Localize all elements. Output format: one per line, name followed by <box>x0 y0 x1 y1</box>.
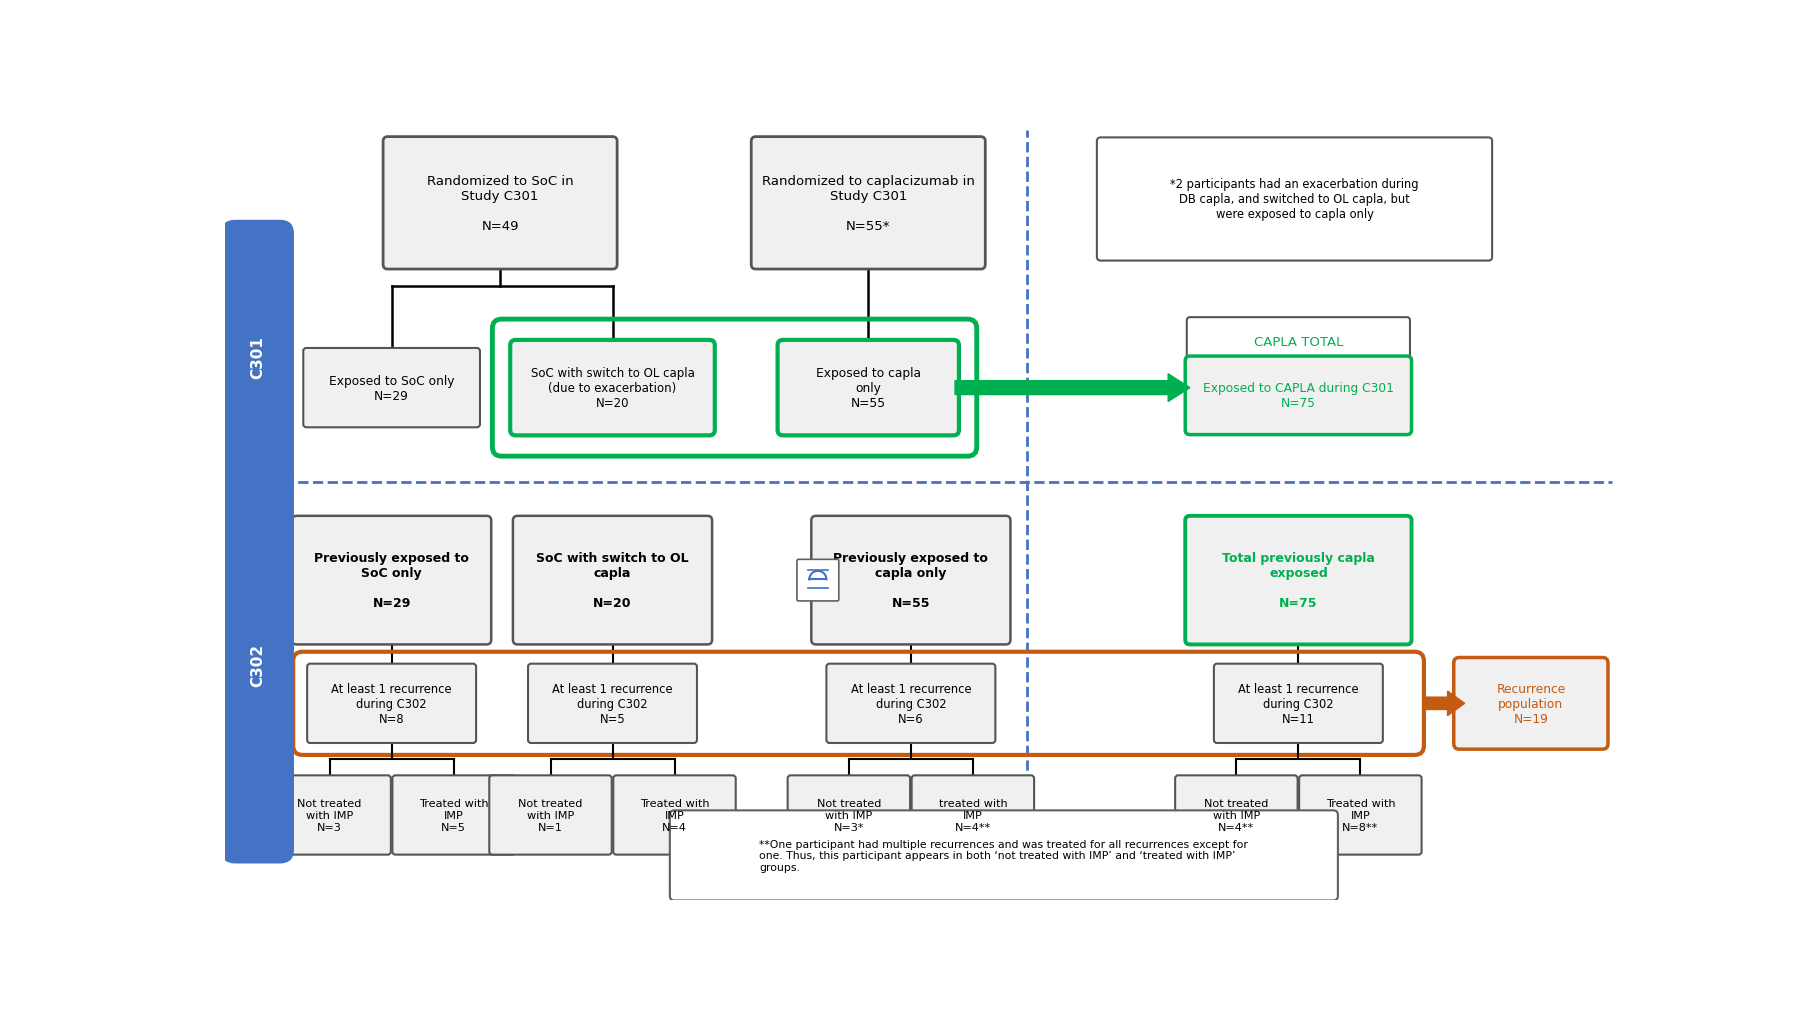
Text: Randomized to caplacizumab in
Study C301

N=55*: Randomized to caplacizumab in Study C301… <box>761 175 974 233</box>
FancyBboxPatch shape <box>614 775 736 854</box>
FancyBboxPatch shape <box>302 349 481 428</box>
FancyArrow shape <box>1424 692 1465 716</box>
FancyBboxPatch shape <box>826 664 995 743</box>
FancyBboxPatch shape <box>1096 139 1492 261</box>
FancyBboxPatch shape <box>221 467 293 863</box>
FancyBboxPatch shape <box>527 664 697 743</box>
FancyBboxPatch shape <box>490 775 612 854</box>
Text: Total previously capla
exposed

N=75: Total previously capla exposed N=75 <box>1222 552 1375 610</box>
Text: Not treated
with IMP
N=3*: Not treated with IMP N=3* <box>817 799 880 832</box>
FancyBboxPatch shape <box>1186 317 1409 366</box>
Text: Not treated
with IMP
N=3: Not treated with IMP N=3 <box>297 799 362 832</box>
FancyBboxPatch shape <box>221 220 293 494</box>
FancyBboxPatch shape <box>1454 658 1607 749</box>
Text: Previously exposed to
capla only

N=55: Previously exposed to capla only N=55 <box>833 552 988 610</box>
FancyBboxPatch shape <box>292 517 491 645</box>
Text: Treated with
IMP
N=4: Treated with IMP N=4 <box>639 799 709 832</box>
FancyBboxPatch shape <box>1175 775 1298 854</box>
Text: Recurrence
population
N=19: Recurrence population N=19 <box>1496 682 1566 725</box>
FancyBboxPatch shape <box>670 811 1337 901</box>
FancyBboxPatch shape <box>751 137 985 270</box>
Text: Not treated
with IMP
N=4**: Not treated with IMP N=4** <box>1204 799 1269 832</box>
FancyBboxPatch shape <box>788 775 911 854</box>
FancyBboxPatch shape <box>1184 357 1411 435</box>
Text: Not treated
with IMP
N=1: Not treated with IMP N=1 <box>518 799 583 832</box>
FancyBboxPatch shape <box>797 560 839 602</box>
FancyBboxPatch shape <box>911 775 1035 854</box>
Text: Randomized to SoC in
Study C301

N=49: Randomized to SoC in Study C301 N=49 <box>427 175 574 233</box>
Text: *2 participants had an exacerbation during
DB capla, and switched to OL capla, b: *2 participants had an exacerbation duri… <box>1170 178 1418 221</box>
FancyBboxPatch shape <box>392 775 515 854</box>
FancyBboxPatch shape <box>268 775 391 854</box>
Text: CAPLA TOTAL: CAPLA TOTAL <box>1253 336 1343 349</box>
Text: Exposed to capla
only
N=55: Exposed to capla only N=55 <box>815 367 922 409</box>
Text: At least 1 recurrence
during C302
N=8: At least 1 recurrence during C302 N=8 <box>331 682 452 725</box>
Text: At least 1 recurrence
during C302
N=6: At least 1 recurrence during C302 N=6 <box>851 682 972 725</box>
FancyBboxPatch shape <box>812 517 1010 645</box>
Text: SoC with switch to OL capla
(due to exacerbation)
N=20: SoC with switch to OL capla (due to exac… <box>531 367 695 409</box>
FancyBboxPatch shape <box>383 137 617 270</box>
FancyBboxPatch shape <box>308 664 475 743</box>
Text: At least 1 recurrence
during C302
N=5: At least 1 recurrence during C302 N=5 <box>553 682 673 725</box>
Text: C302: C302 <box>250 644 265 686</box>
Text: **One participant had multiple recurrences and was treated for all recurrences e: **One participant had multiple recurrenc… <box>760 839 1249 872</box>
FancyBboxPatch shape <box>509 341 715 436</box>
Text: Previously exposed to
SoC only

N=29: Previously exposed to SoC only N=29 <box>315 552 470 610</box>
Text: Treated with
IMP
N=8**: Treated with IMP N=8** <box>1325 799 1395 832</box>
FancyBboxPatch shape <box>513 517 713 645</box>
FancyBboxPatch shape <box>1300 775 1422 854</box>
FancyBboxPatch shape <box>778 341 959 436</box>
Text: treated with
IMP
N=4**: treated with IMP N=4** <box>938 799 1008 832</box>
Text: Exposed to CAPLA during C301
N=75: Exposed to CAPLA during C301 N=75 <box>1202 382 1393 409</box>
Text: At least 1 recurrence
during C302
N=11: At least 1 recurrence during C302 N=11 <box>1238 682 1359 725</box>
Text: SoC with switch to OL
capla

N=20: SoC with switch to OL capla N=20 <box>536 552 689 610</box>
FancyBboxPatch shape <box>1213 664 1382 743</box>
FancyBboxPatch shape <box>1184 517 1411 645</box>
FancyArrow shape <box>956 374 1190 402</box>
Text: Treated with
IMP
N=5: Treated with IMP N=5 <box>419 799 488 832</box>
Text: Exposed to SoC only
N=29: Exposed to SoC only N=29 <box>329 374 454 402</box>
Text: C301: C301 <box>250 336 265 379</box>
